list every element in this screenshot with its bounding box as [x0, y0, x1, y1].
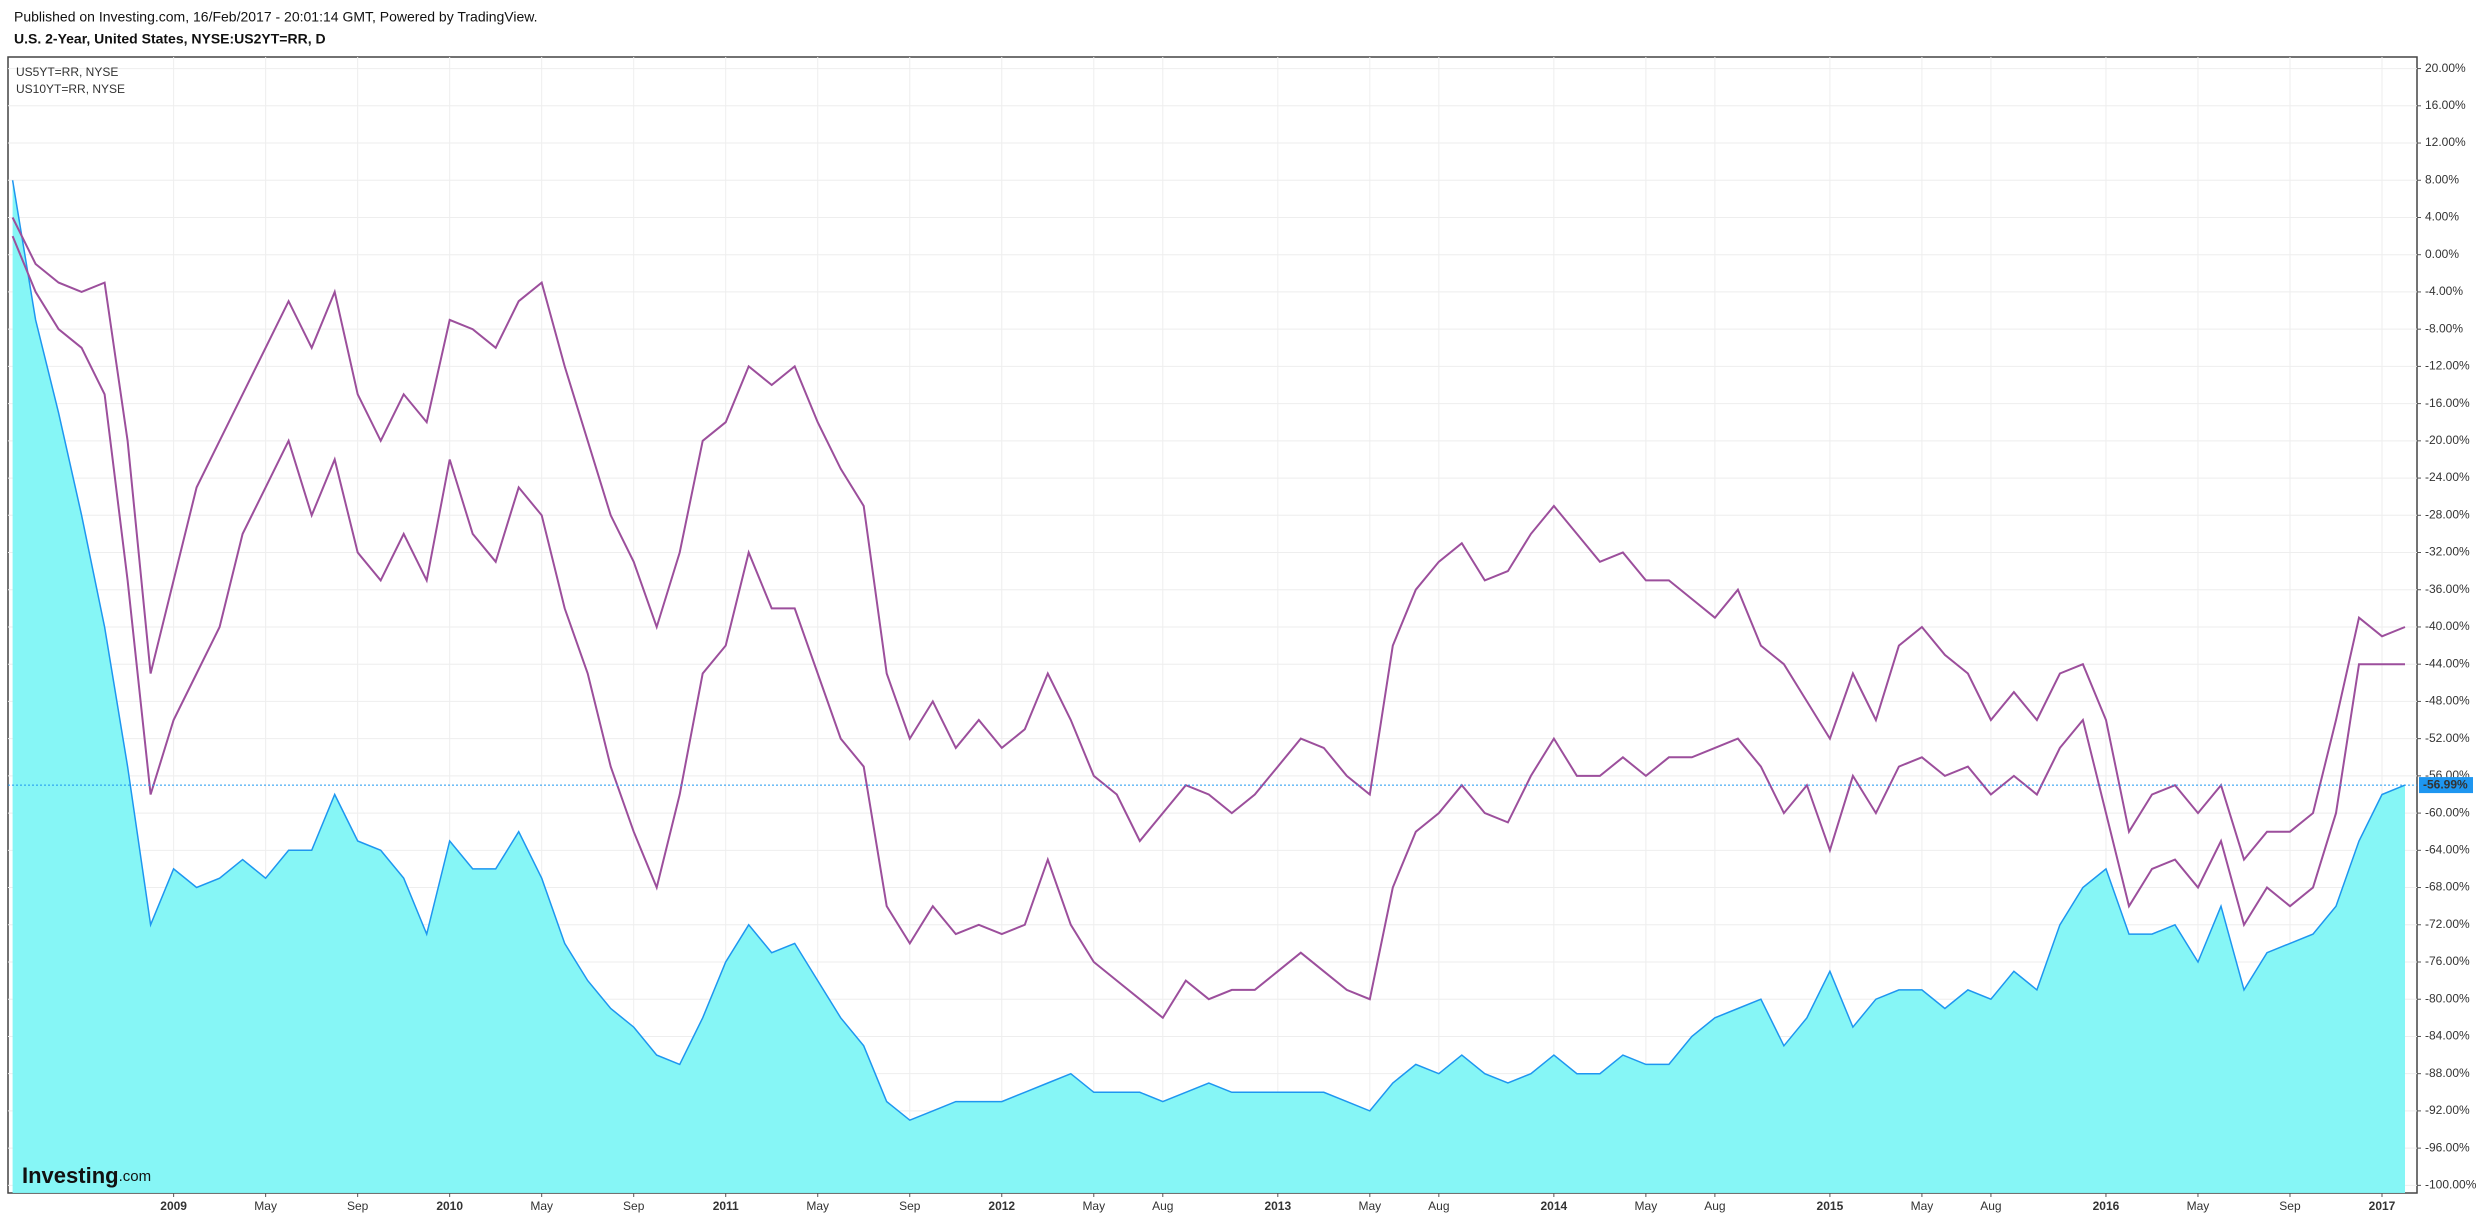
y-tick-label: -4.00% — [2425, 284, 2463, 298]
x-tick-label: 2015 — [1817, 1199, 1844, 1213]
y-tick-label: -44.00% — [2425, 656, 2470, 670]
y-tick-label: 0.00% — [2425, 247, 2459, 261]
y-tick-label: -84.00% — [2425, 1029, 2470, 1043]
y-tick-label: -68.00% — [2425, 880, 2470, 894]
y-tick-label: -72.00% — [2425, 917, 2470, 931]
series-line — [11, 217, 2406, 862]
area-fill — [12, 180, 2405, 1194]
watermark: Investing.com — [22, 1163, 151, 1188]
x-tick-label: May — [1635, 1199, 1658, 1213]
x-tick-label: 2010 — [436, 1199, 463, 1213]
symbol-line: U.S. 2-Year, United States, NYSE:US2YT=R… — [14, 31, 326, 47]
x-tick-label: May — [530, 1199, 553, 1213]
y-tick-label: -80.00% — [2425, 991, 2470, 1005]
x-tick-label: 2016 — [2093, 1199, 2120, 1213]
y-tick-label: -32.00% — [2425, 545, 2470, 559]
y-tick-label: -20.00% — [2425, 433, 2470, 447]
x-tick-label: 2012 — [988, 1199, 1015, 1213]
y-tick-label: -40.00% — [2425, 619, 2470, 633]
y-tick-label: -96.00% — [2425, 1140, 2470, 1154]
x-tick-label: 2011 — [713, 1199, 739, 1213]
x-tick-label: Aug — [1704, 1199, 1725, 1213]
x-tick-label: Aug — [1152, 1199, 1173, 1213]
x-tick-label: May — [1358, 1199, 1381, 1213]
y-tick-label: -52.00% — [2425, 731, 2470, 745]
y-tick-label: 4.00% — [2425, 210, 2459, 224]
x-tick-label: Sep — [347, 1199, 369, 1213]
legend-entry: US10YT=RR, NYSE — [16, 82, 125, 96]
series-line — [11, 180, 2406, 1122]
y-tick-label: -100.00% — [2425, 1178, 2477, 1192]
last-value-label: -56.99% — [2423, 777, 2468, 791]
x-tick-label: 2013 — [1264, 1199, 1291, 1213]
y-tick-label: -16.00% — [2425, 396, 2470, 410]
series-line — [11, 235, 2405, 1020]
y-tick-label: -8.00% — [2425, 321, 2463, 335]
y-tick-label: -24.00% — [2425, 470, 2470, 484]
last-value-badge — [2419, 777, 2473, 794]
x-tick-label: May — [806, 1199, 829, 1213]
x-tick-label: Sep — [2279, 1199, 2301, 1213]
x-tick-label: Aug — [1428, 1199, 1449, 1213]
y-tick-label: 20.00% — [2425, 61, 2466, 75]
y-tick-label: -28.00% — [2425, 507, 2470, 521]
y-tick-label: -88.00% — [2425, 1066, 2470, 1080]
x-tick-label: May — [1082, 1199, 1105, 1213]
x-tick-label: 2014 — [1541, 1199, 1568, 1213]
x-tick-label: Sep — [623, 1199, 645, 1213]
y-tick-label: -76.00% — [2425, 954, 2470, 968]
x-tick-label: May — [2187, 1199, 2210, 1213]
y-tick-label: -12.00% — [2425, 359, 2470, 373]
x-tick-label: May — [1911, 1199, 1934, 1213]
legend-entry: US5YT=RR, NYSE — [16, 65, 118, 79]
y-tick-label: 8.00% — [2425, 172, 2459, 186]
x-tick-label: Aug — [1980, 1199, 2001, 1213]
watermark-suffix: .com — [119, 1168, 152, 1185]
y-tick-label: 12.00% — [2425, 135, 2466, 149]
y-tick-label: 16.00% — [2425, 98, 2466, 112]
y-tick-label: -60.00% — [2425, 805, 2470, 819]
x-tick-label: May — [254, 1199, 277, 1213]
y-tick-label: -48.00% — [2425, 694, 2470, 708]
y-tick-label: -64.00% — [2425, 842, 2470, 856]
x-tick-label: 2017 — [2369, 1199, 2396, 1213]
x-tick-label: 2009 — [160, 1199, 187, 1213]
watermark-brand: Investing — [22, 1163, 119, 1188]
x-tick-label: Sep — [899, 1199, 921, 1213]
y-tick-label: -92.00% — [2425, 1103, 2470, 1117]
y-tick-label: -36.00% — [2425, 582, 2470, 596]
published-line: Published on Investing.com, 16/Feb/2017 … — [14, 9, 538, 25]
